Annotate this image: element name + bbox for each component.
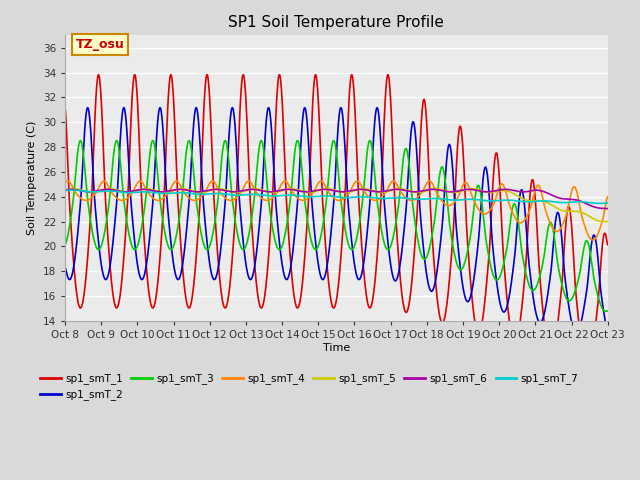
sp1_smT_1	[182, 294, 189, 300]
sp1_smT_3	[602, 308, 609, 314]
sp1_smT_1	[540, 314, 547, 320]
sp1_smT_3	[492, 276, 500, 282]
sp1_smT_1	[169, 82, 177, 87]
sp1_smT_5	[70, 186, 78, 192]
sp1_smT_6	[248, 186, 256, 192]
sp1_smT_5	[421, 188, 429, 194]
sp1_smT_7	[69, 187, 77, 193]
sp1_smT_2	[169, 257, 177, 263]
sp1_smT_7	[243, 192, 251, 198]
sp1_smT_4	[169, 181, 177, 187]
sp1_smT_6	[421, 188, 429, 193]
sp1_smT_4	[492, 196, 500, 202]
sp1_smT_2	[540, 313, 547, 319]
sp1_smT_1	[243, 107, 250, 112]
Line: sp1_smT_4: sp1_smT_4	[65, 181, 608, 240]
sp1_smT_3	[540, 256, 547, 262]
sp1_smT_2	[182, 232, 190, 238]
Text: TZ_osu: TZ_osu	[76, 38, 125, 51]
sp1_smT_7	[61, 188, 69, 193]
Line: sp1_smT_7: sp1_smT_7	[65, 190, 608, 204]
sp1_smT_7	[540, 198, 547, 204]
sp1_smT_4	[243, 179, 251, 185]
sp1_smT_5	[492, 189, 500, 194]
sp1_smT_6	[61, 187, 69, 193]
sp1_smT_5	[540, 199, 547, 204]
sp1_smT_7	[169, 190, 177, 196]
sp1_smT_5	[182, 186, 190, 192]
sp1_smT_7	[492, 198, 500, 204]
sp1_smT_3	[77, 138, 84, 144]
sp1_smT_5	[169, 188, 177, 194]
sp1_smT_4	[64, 178, 72, 184]
sp1_smT_1	[583, 361, 591, 367]
sp1_smT_2	[243, 267, 251, 273]
Line: sp1_smT_3: sp1_smT_3	[65, 141, 608, 311]
sp1_smT_2	[573, 330, 580, 336]
Y-axis label: Soil Temperature (C): Soil Temperature (C)	[28, 121, 37, 235]
sp1_smT_4	[182, 192, 190, 198]
sp1_smT_1	[421, 99, 429, 105]
sp1_smT_5	[601, 219, 609, 225]
sp1_smT_6	[492, 188, 500, 193]
sp1_smT_3	[61, 241, 69, 247]
sp1_smT_2	[84, 105, 92, 110]
sp1_smT_7	[182, 190, 190, 196]
sp1_smT_5	[604, 219, 612, 225]
Line: sp1_smT_5: sp1_smT_5	[65, 189, 608, 222]
sp1_smT_2	[492, 271, 500, 277]
X-axis label: Time: Time	[323, 343, 350, 353]
sp1_smT_3	[421, 256, 429, 262]
sp1_smT_6	[182, 187, 189, 193]
sp1_smT_6	[540, 189, 547, 194]
sp1_smT_1	[492, 151, 500, 157]
sp1_smT_4	[421, 184, 429, 190]
sp1_smT_5	[61, 188, 69, 193]
sp1_smT_6	[243, 187, 250, 193]
sp1_smT_4	[604, 194, 612, 200]
sp1_smT_7	[421, 196, 429, 202]
Title: SP1 Soil Temperature Profile: SP1 Soil Temperature Profile	[228, 15, 444, 30]
sp1_smT_7	[604, 200, 612, 206]
sp1_smT_2	[61, 264, 69, 270]
Line: sp1_smT_6: sp1_smT_6	[65, 189, 608, 209]
sp1_smT_3	[604, 308, 612, 314]
sp1_smT_2	[421, 258, 429, 264]
sp1_smT_1	[384, 72, 392, 78]
sp1_smT_4	[540, 199, 547, 205]
sp1_smT_4	[589, 237, 597, 243]
sp1_smT_7	[596, 201, 604, 206]
sp1_smT_1	[604, 242, 612, 248]
Legend: sp1_smT_1, sp1_smT_2, sp1_smT_3, sp1_smT_4, sp1_smT_5, sp1_smT_6, sp1_smT_7: sp1_smT_1, sp1_smT_2, sp1_smT_3, sp1_smT…	[36, 369, 582, 405]
sp1_smT_4	[61, 179, 69, 185]
sp1_smT_3	[169, 245, 177, 251]
sp1_smT_5	[243, 187, 251, 193]
sp1_smT_1	[61, 105, 69, 110]
sp1_smT_3	[182, 151, 190, 156]
sp1_smT_6	[604, 206, 612, 212]
sp1_smT_6	[169, 187, 177, 193]
Line: sp1_smT_2: sp1_smT_2	[65, 108, 608, 333]
sp1_smT_3	[243, 240, 251, 246]
Line: sp1_smT_1: sp1_smT_1	[65, 75, 608, 364]
sp1_smT_2	[604, 328, 612, 334]
